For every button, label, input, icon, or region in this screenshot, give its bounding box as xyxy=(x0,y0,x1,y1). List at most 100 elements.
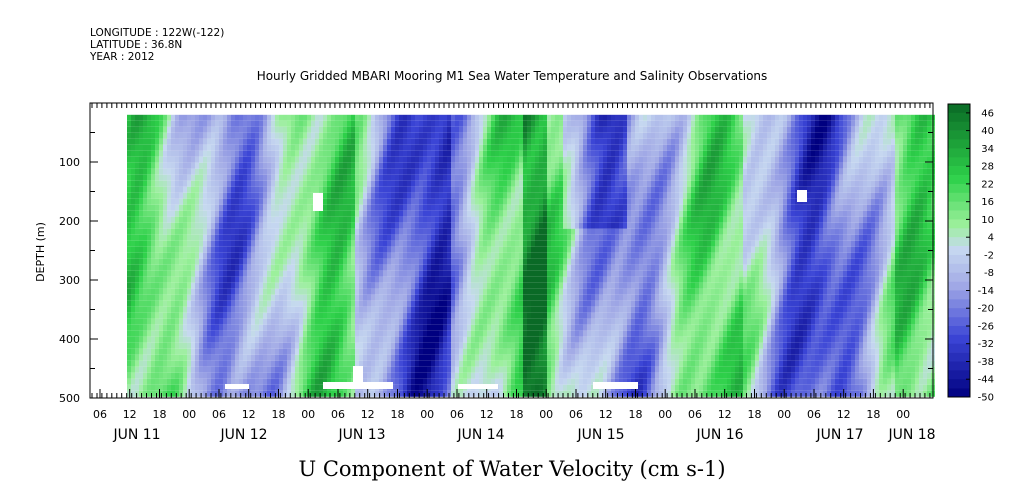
heatmap-cell xyxy=(379,234,383,241)
heatmap-cell xyxy=(371,144,375,151)
heatmap-cell xyxy=(251,228,255,235)
heatmap-cell xyxy=(243,144,247,151)
heatmap-cell xyxy=(523,120,527,127)
heatmap-cell xyxy=(479,360,483,367)
heatmap-cell xyxy=(455,150,459,157)
heatmap-cell xyxy=(311,336,315,343)
heatmap-cell xyxy=(487,378,491,385)
heatmap-cell xyxy=(367,312,371,319)
heatmap-cell xyxy=(259,318,263,325)
heatmap-cell xyxy=(451,318,455,325)
heatmap-cell xyxy=(515,384,519,391)
heatmap-cell xyxy=(423,222,427,229)
heatmap-cell xyxy=(363,342,367,349)
heatmap-cell xyxy=(263,294,267,301)
heatmap-cell xyxy=(263,126,267,133)
heatmap-cell xyxy=(267,114,271,121)
heatmap-cell xyxy=(527,288,531,295)
heatmap-cell xyxy=(167,318,171,325)
heatmap-cell xyxy=(411,234,415,241)
heatmap-cell xyxy=(227,168,231,175)
heatmap-cell xyxy=(515,240,519,247)
heatmap-cell xyxy=(327,306,331,313)
heatmap-cell xyxy=(199,264,203,271)
heatmap-cell xyxy=(455,186,459,193)
heatmap-cell xyxy=(207,168,211,175)
heatmap-cell xyxy=(427,240,431,247)
heatmap-cell xyxy=(407,240,411,247)
heatmap-cell xyxy=(271,198,275,205)
heatmap-cell xyxy=(399,372,403,379)
heatmap-cell xyxy=(523,150,527,157)
heatmap-cell xyxy=(479,300,483,307)
heatmap-cell xyxy=(287,234,291,241)
heatmap-cell xyxy=(127,192,131,199)
heatmap-cell xyxy=(191,336,195,343)
heatmap-cell xyxy=(299,312,303,319)
heatmap-cell xyxy=(427,192,431,199)
heatmap-cell xyxy=(139,366,143,373)
heatmap-cell xyxy=(335,138,339,145)
heatmap-cell xyxy=(131,162,135,169)
heatmap-cell xyxy=(483,294,487,301)
heatmap-cell xyxy=(135,348,139,355)
heatmap-cell xyxy=(207,138,211,145)
heatmap-cell xyxy=(499,372,503,379)
heatmap-cell xyxy=(239,144,243,151)
heatmap-cell xyxy=(391,138,395,145)
heatmap-cell xyxy=(195,150,199,157)
heatmap-cell xyxy=(427,300,431,307)
heatmap-cell xyxy=(519,120,523,127)
heatmap-cell xyxy=(539,390,543,397)
heatmap-cell xyxy=(147,222,151,229)
heatmap-cell xyxy=(511,234,515,241)
heatmap-cell xyxy=(231,174,235,181)
heatmap-cell xyxy=(491,216,495,223)
heatmap-cell xyxy=(227,144,231,151)
heatmap-cell xyxy=(359,216,363,223)
heatmap-cell xyxy=(295,372,299,379)
heatmap-cell xyxy=(287,150,291,157)
heatmap-cell xyxy=(491,222,495,229)
heatmap-cell xyxy=(315,156,319,163)
heatmap-cell xyxy=(299,336,303,343)
heatmap-cell xyxy=(335,276,339,283)
heatmap-cell xyxy=(527,276,531,283)
heatmap-cell xyxy=(483,168,487,175)
heatmap-cell xyxy=(483,234,487,241)
plot-area: 06 12 18 00 06 12 18 00 06 12 18 00 06 12 18 00 06 12 18 00… xyxy=(59,102,936,443)
heatmap-cell xyxy=(303,180,307,187)
heatmap-cell xyxy=(235,264,239,271)
heatmap-cell xyxy=(347,204,351,211)
heatmap-cell xyxy=(547,156,551,163)
heatmap-cell xyxy=(339,120,343,127)
heatmap-cell xyxy=(267,306,271,313)
heatmap-cell xyxy=(179,366,183,373)
heatmap-cell xyxy=(283,324,287,331)
heatmap-cell xyxy=(451,138,455,145)
heatmap-cell xyxy=(327,282,331,289)
heatmap-cell xyxy=(531,174,535,181)
heatmap-cell xyxy=(263,144,267,151)
heatmap-cell xyxy=(327,168,331,175)
heatmap-cell xyxy=(199,372,203,379)
heatmap-cell xyxy=(227,234,231,241)
heatmap-cell xyxy=(507,270,511,277)
heatmap-cell xyxy=(347,132,351,139)
heatmap-cell xyxy=(323,264,327,271)
heatmap-cell xyxy=(347,162,351,169)
heatmap-cell xyxy=(379,252,383,259)
heatmap-cell xyxy=(463,348,467,355)
heatmap-cell xyxy=(359,240,363,247)
heatmap-cell xyxy=(147,312,151,319)
heatmap-cell xyxy=(171,126,175,133)
heatmap-cell xyxy=(511,222,515,229)
heatmap-cell xyxy=(407,276,411,283)
heatmap-cell xyxy=(259,222,263,229)
heatmap-cell xyxy=(355,198,359,205)
heatmap-cell xyxy=(535,258,539,265)
heatmap-cell xyxy=(343,156,347,163)
heatmap-cell xyxy=(175,294,179,301)
heatmap-cell xyxy=(263,258,267,265)
heatmap-cell xyxy=(399,186,403,193)
